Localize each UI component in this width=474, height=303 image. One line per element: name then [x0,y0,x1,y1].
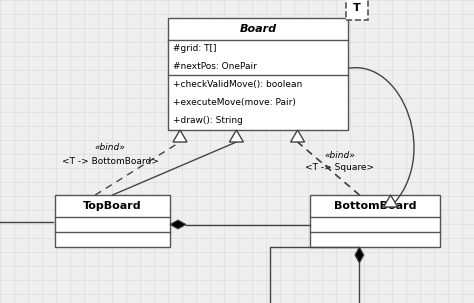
Text: #grid: T[]: #grid: T[] [173,44,217,53]
Polygon shape [383,195,398,207]
Text: +checkValidMove(): boolean: +checkValidMove(): boolean [173,80,302,89]
Polygon shape [173,130,187,142]
Text: #nextPos: OnePair: #nextPos: OnePair [173,62,257,71]
Polygon shape [170,220,186,229]
Text: BottomBoard: BottomBoard [334,201,416,211]
Bar [168,18,348,130]
Text: Board: Board [239,24,276,34]
Polygon shape [355,247,364,263]
Text: «bind»: «bind» [325,151,356,159]
Text: T: T [353,3,361,13]
Text: TopBoard: TopBoard [83,201,142,211]
Text: +executeMove(move: Pair): +executeMove(move: Pair) [173,98,296,107]
Bar [346,0,368,20]
Polygon shape [291,130,305,142]
Text: «bind»: «bind» [95,144,126,152]
Bar [55,195,170,247]
Bar [310,195,440,247]
Polygon shape [229,130,244,142]
Text: +draw(): String: +draw(): String [173,116,243,125]
Text: <T -> Square>: <T -> Square> [305,164,374,172]
Text: <T -> BottomBoard>: <T -> BottomBoard> [62,157,158,165]
